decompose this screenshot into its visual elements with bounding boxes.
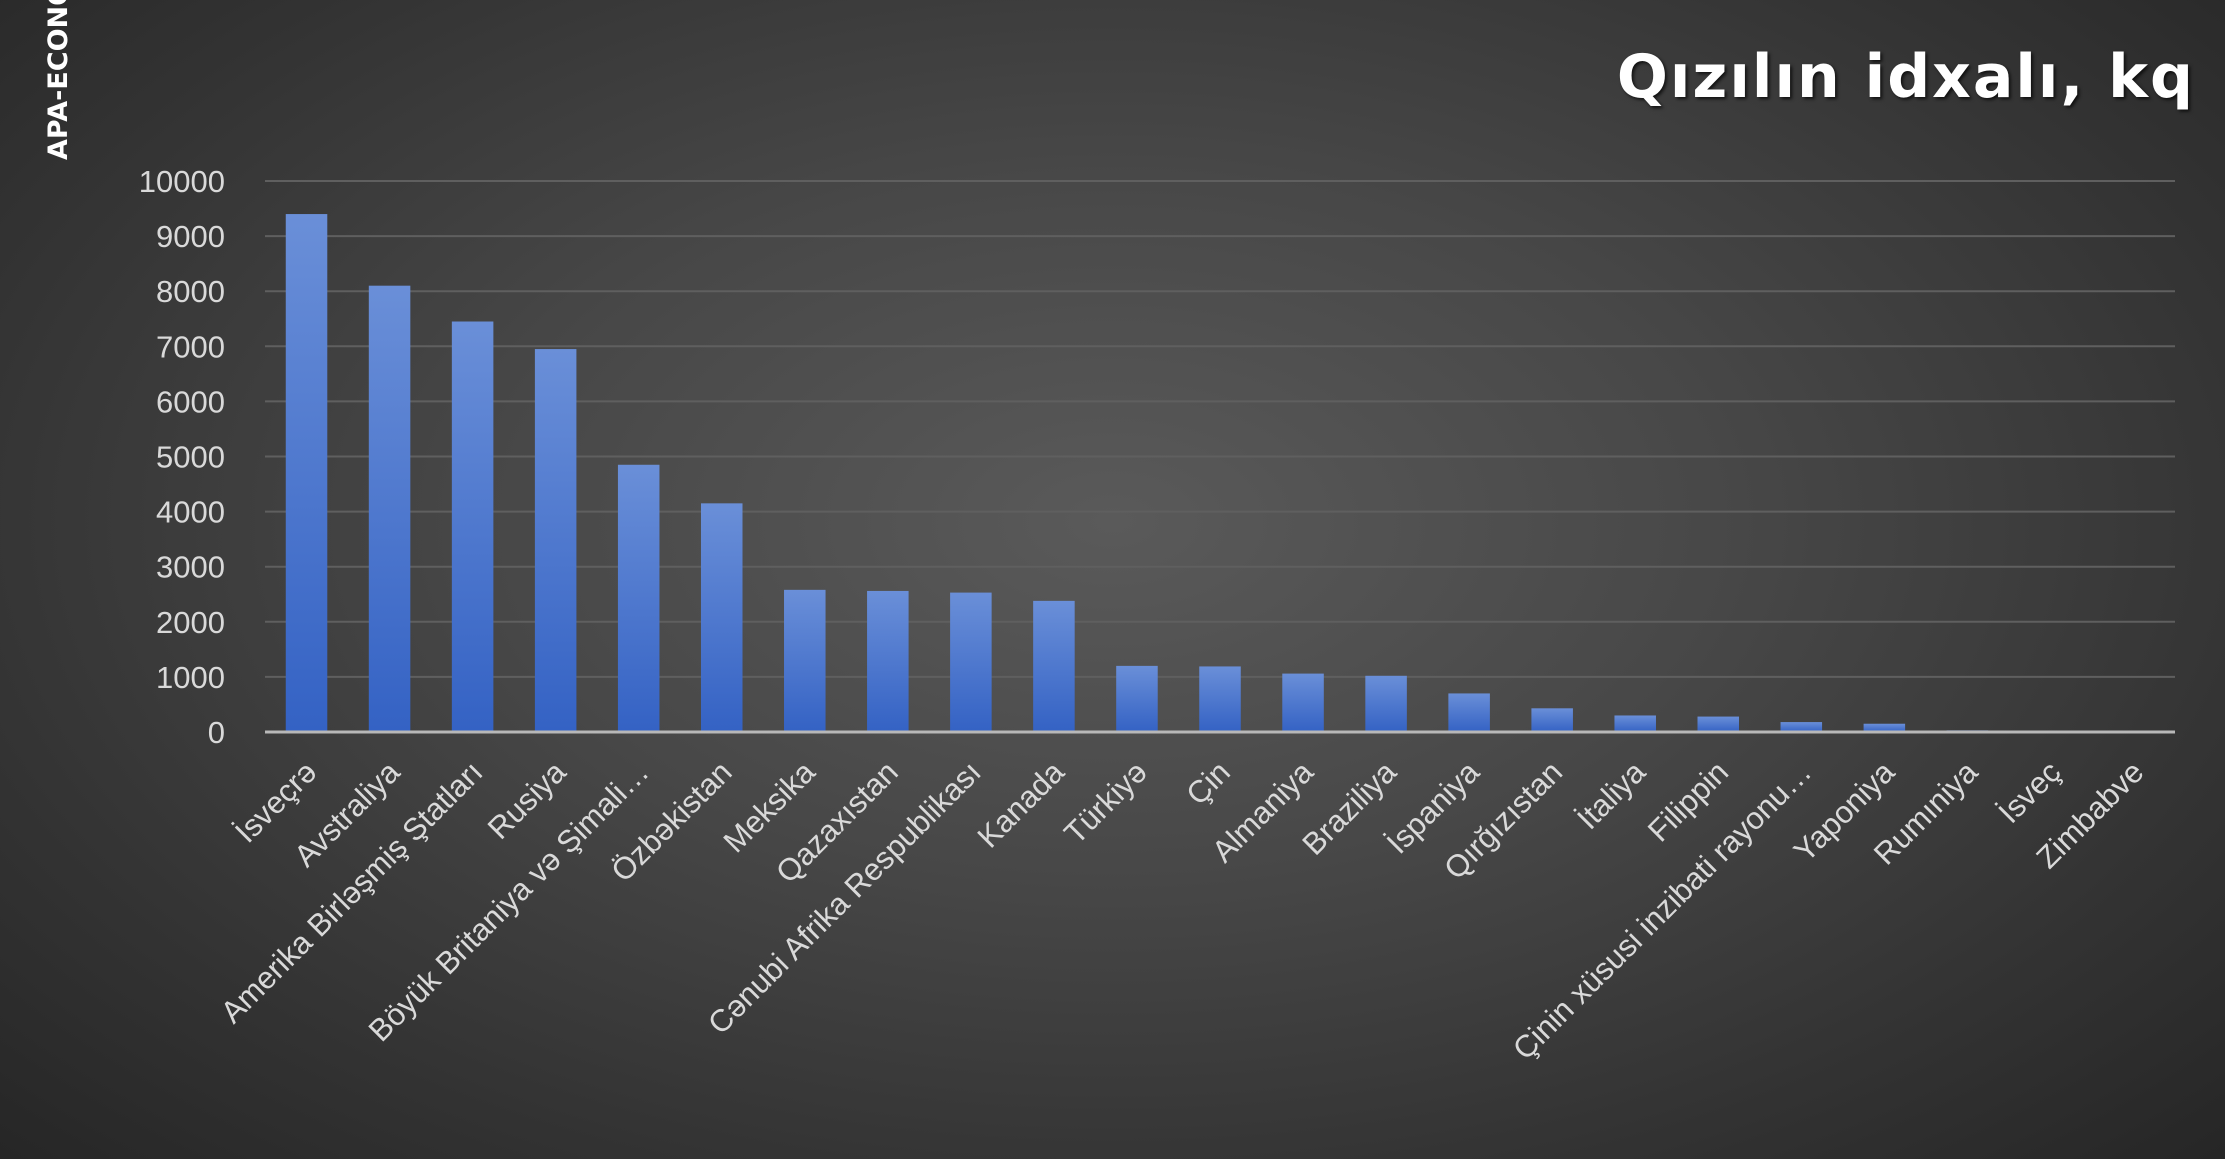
y-tick-label: 5000 <box>156 440 225 475</box>
bar <box>700 503 743 732</box>
gridlines <box>265 180 2175 678</box>
bar <box>1116 665 1158 732</box>
x-tick-label: Kanada <box>971 754 1072 855</box>
y-tick-label: 2000 <box>156 605 225 640</box>
y-tick-label: 10000 <box>139 164 225 199</box>
y-tick-label: 7000 <box>156 329 225 364</box>
chart-title: Qızılın idxalı, kq <box>1616 42 2195 112</box>
y-axis-ticks: 0 1000 2000 3000 4000 5000 6000 7000 8000 9000 100… <box>139 164 225 750</box>
bar <box>451 321 494 732</box>
bar <box>1199 666 1241 732</box>
bar <box>1033 600 1075 732</box>
bar <box>784 589 826 732</box>
x-tick-label: İsveç <box>1991 754 2067 830</box>
bar <box>368 285 411 732</box>
x-tick-label: Türkiyə <box>1057 754 1154 851</box>
bars <box>285 214 2155 733</box>
x-tick-label: Braziliya <box>1295 754 1403 862</box>
bar <box>534 349 577 732</box>
bar <box>1448 693 1490 732</box>
y-tick-label: 4000 <box>156 495 225 530</box>
bar <box>1614 715 1656 732</box>
bar <box>1365 675 1407 732</box>
x-tick-label: Çin <box>1179 754 1237 812</box>
bar <box>1780 722 1823 732</box>
y-tick-label: 0 <box>208 715 225 750</box>
y-tick-label: 1000 <box>156 660 225 695</box>
y-tick-label: 8000 <box>156 274 225 309</box>
bar <box>867 590 909 732</box>
bar <box>1531 708 1573 732</box>
bar <box>1282 673 1324 732</box>
bar <box>617 464 660 732</box>
bar <box>1697 716 1740 732</box>
y-tick-label: 6000 <box>156 384 225 419</box>
x-tick-label: Çinin xüsusi inzibati rayonu… <box>1506 754 1818 1066</box>
y-tick-label: 3000 <box>156 550 225 585</box>
bar <box>950 592 992 732</box>
bar <box>1863 723 1906 732</box>
bar <box>285 214 328 732</box>
y-tick-label: 9000 <box>156 219 225 254</box>
